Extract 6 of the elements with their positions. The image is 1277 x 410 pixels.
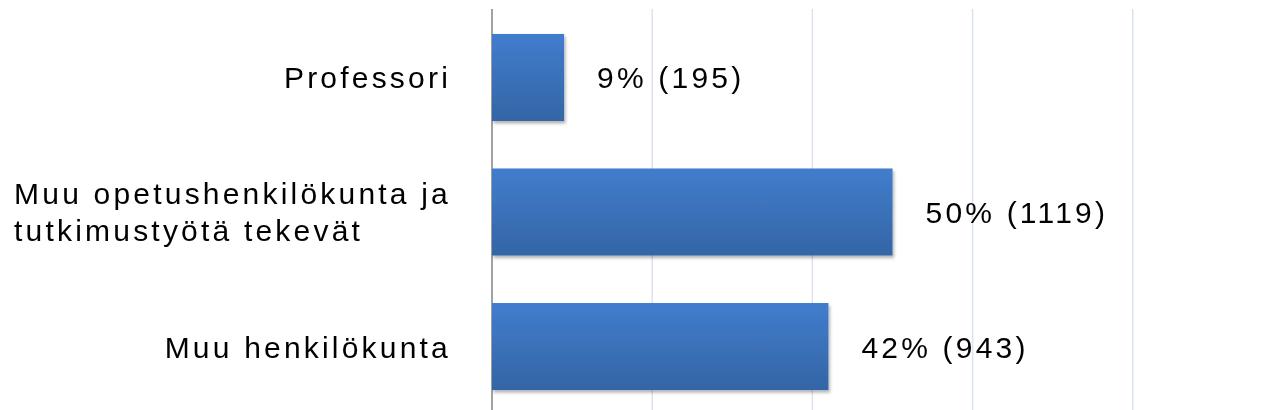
data-label: 9% (195) xyxy=(597,60,745,94)
data-label: 42% (943) xyxy=(861,330,1029,364)
y-tick-label: Muu opetushenkilökunta ja tutkimustyötä tekevät xyxy=(14,177,452,247)
y-tick-label: Muu henkilökunta xyxy=(164,330,451,364)
y-tick-label: Professori xyxy=(283,60,451,94)
data-label: 50% (1119) xyxy=(925,195,1109,229)
